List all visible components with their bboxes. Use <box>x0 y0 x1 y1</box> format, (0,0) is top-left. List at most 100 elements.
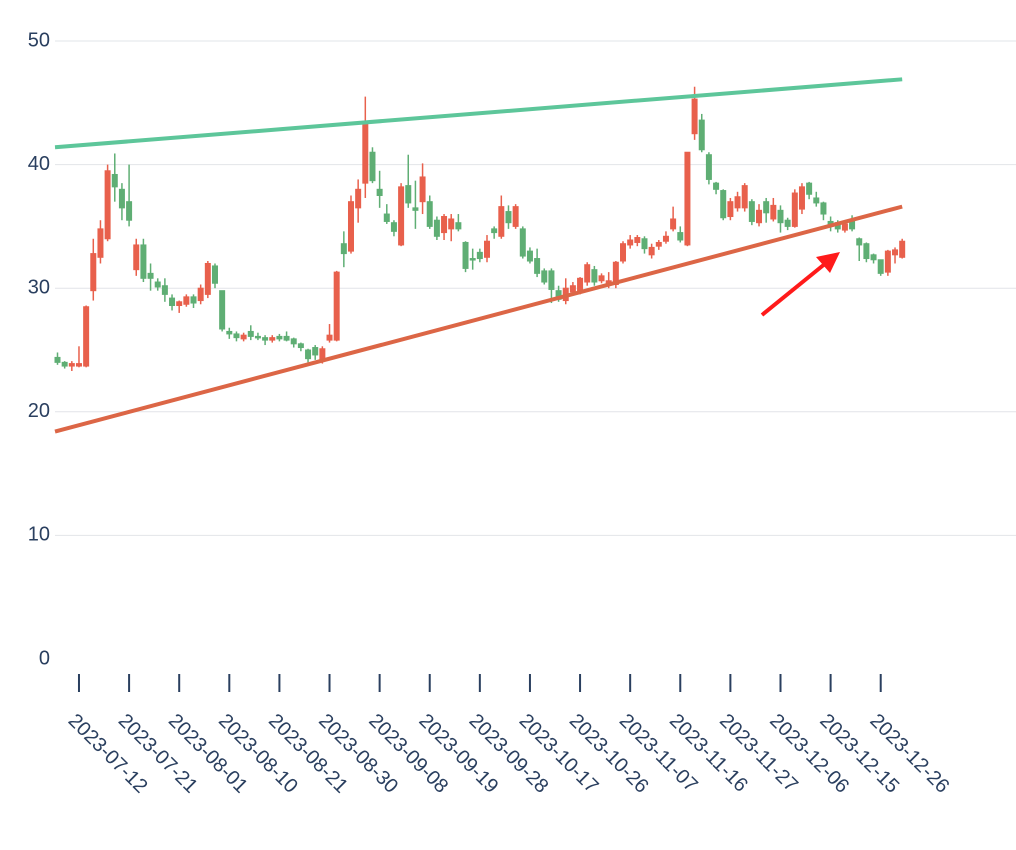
candle-body <box>770 204 777 220</box>
candle-body <box>233 333 240 339</box>
candle-body <box>691 98 698 135</box>
candle-body <box>333 271 340 341</box>
candle-body <box>892 249 899 256</box>
candle-body <box>133 244 140 271</box>
candle-body <box>419 176 426 203</box>
candle-body <box>276 335 283 340</box>
candle-body <box>426 201 433 227</box>
candle-body <box>140 244 147 279</box>
candle-body <box>763 201 770 214</box>
candle-body <box>820 202 827 215</box>
candle-body <box>211 265 218 284</box>
candle-body <box>75 363 82 367</box>
candle-body <box>347 201 354 252</box>
arrow-annotation <box>760 252 840 317</box>
candle-body <box>662 235 669 242</box>
candle-body <box>519 228 526 257</box>
candle-body <box>247 330 254 337</box>
candle-body <box>376 188 383 197</box>
candle-body <box>684 151 691 246</box>
candle-body <box>484 240 491 258</box>
candle-body <box>54 356 61 363</box>
candle-body <box>262 337 269 341</box>
candle-body <box>169 297 176 307</box>
candle-body <box>548 270 555 290</box>
candle-body <box>390 222 397 232</box>
candle-body <box>784 219 791 227</box>
candle-body <box>104 170 111 240</box>
candle-body <box>183 296 190 305</box>
candle-body <box>154 281 161 288</box>
candle-body <box>97 228 104 258</box>
candle-body <box>791 192 798 227</box>
candle-body <box>841 223 848 231</box>
candle-body <box>748 201 755 222</box>
y-tick-label: 30 <box>28 276 50 298</box>
candle-body <box>505 211 512 224</box>
candle-body <box>433 219 440 237</box>
candle-body <box>197 287 204 302</box>
candle-body <box>577 277 584 292</box>
candle-body <box>176 301 183 307</box>
candle-body <box>705 154 712 180</box>
candle-body <box>856 238 863 246</box>
candle-body <box>126 201 133 221</box>
candle-body <box>620 243 627 262</box>
arrow-head <box>816 252 840 273</box>
candle-body <box>283 335 290 341</box>
candle-body <box>83 306 90 367</box>
candle-body <box>677 232 684 241</box>
candle-body <box>756 209 763 224</box>
y-tick-label: 10 <box>28 524 50 546</box>
candle-body <box>720 190 727 219</box>
candle-body <box>469 258 476 261</box>
candle-body <box>269 337 276 341</box>
candle-body <box>899 240 906 258</box>
candle-body <box>569 285 576 293</box>
y-tick-label: 20 <box>28 400 50 422</box>
candle-body <box>670 218 677 230</box>
candle-body <box>863 243 870 260</box>
y-tick-label: 0 <box>39 647 50 669</box>
candle-body <box>340 243 347 255</box>
candle-body <box>204 262 211 295</box>
arrow-shaft <box>760 261 828 317</box>
candle-body <box>591 269 598 283</box>
candle-body <box>290 338 297 345</box>
candle-body <box>68 363 75 367</box>
candle-body <box>240 334 247 340</box>
candle-body <box>305 349 312 360</box>
candle-body <box>491 228 498 234</box>
y-tick-label: 50 <box>28 29 50 51</box>
y-tick-label: 40 <box>28 153 50 175</box>
candle-body <box>534 258 541 274</box>
candle-body <box>369 151 376 182</box>
candle-body <box>598 275 605 282</box>
candle-body <box>498 206 505 237</box>
candle-body <box>713 182 720 190</box>
candle-body <box>61 361 68 367</box>
candle-body <box>448 218 455 230</box>
candle-body <box>297 343 304 349</box>
candle-body <box>161 285 168 295</box>
candle-body <box>326 334 333 341</box>
candle-body <box>405 185 412 204</box>
candle-body <box>641 238 648 250</box>
candle-body <box>147 272 154 279</box>
candle-body <box>226 330 233 335</box>
candle-body <box>741 185 748 209</box>
candle-body <box>111 173 118 188</box>
candle-body <box>312 347 319 356</box>
candle-body <box>541 270 548 283</box>
candle-body <box>355 188 362 209</box>
candle-body <box>634 237 641 243</box>
candle-body <box>734 196 741 209</box>
candle-body <box>512 206 519 227</box>
candle-body <box>118 188 125 209</box>
trend-line <box>54 77 903 150</box>
candle-body <box>870 254 877 261</box>
candle-body <box>476 251 483 260</box>
candle-body <box>462 241 469 269</box>
candle-body <box>727 201 734 218</box>
